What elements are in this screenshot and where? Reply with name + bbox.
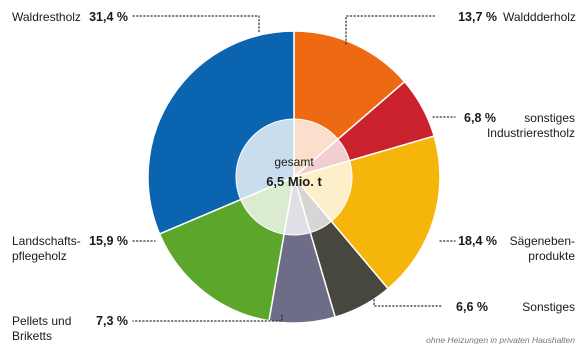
slice-label-walddderholz: Walddderholz [503, 10, 576, 24]
slice-value-sägeneben-produkte: 18,4 % [458, 234, 497, 248]
pie-inner-ring [235, 118, 353, 236]
slice-value-walddderholz: 13,7 % [458, 10, 497, 24]
slice-label-waldrestholz: Waldrestholz [12, 10, 81, 24]
slice-value-sonstiges: 6,6 % [456, 300, 488, 314]
leader-lines [132, 15, 456, 322]
inner-slice-landschafts-pflegeholz [239, 176, 295, 235]
leader-line-waldrestholz [132, 15, 260, 35]
center-value: 6,5 Mio. t [266, 174, 322, 189]
slice-value-pellets-und-briketts: 7,3 % [96, 314, 128, 328]
slice-label-landschafts-pflegeholz: Landschafts-pflegeholz [12, 234, 81, 263]
center-label: gesamt [274, 155, 314, 169]
slice-value-sonstiges-industrierestholz: 6,8 % [464, 111, 496, 125]
leader-line-sonstiges [373, 295, 444, 307]
slice-value-waldrestholz: 31,4 % [89, 10, 128, 24]
leader-line-walddderholz [345, 15, 437, 45]
slice-label-pellets-und-briketts: Pellets und Briketts [12, 314, 71, 343]
slice-labels: 13,7 % Walddderholz 6,8 % sonstiges Industri… [12, 10, 576, 343]
inner-slice-sägeneben-produkte [293, 160, 353, 223]
slice-label-sonstiges: Sonstiges [522, 300, 575, 314]
inner-slice-waldrestholz [235, 118, 295, 201]
slice-value-landschafts-pflegeholz: 15,9 % [89, 234, 128, 248]
footnote: ohne Heizungen in privaten Haushalten [426, 335, 575, 344]
leader-line-pellets-und-briketts [132, 314, 283, 322]
slice-label-sonstiges-industrierestholz: sonstiges Industrierestholz [487, 111, 575, 140]
slice-label-sägeneben-produkte: Sägeneben-produkte [510, 234, 576, 263]
